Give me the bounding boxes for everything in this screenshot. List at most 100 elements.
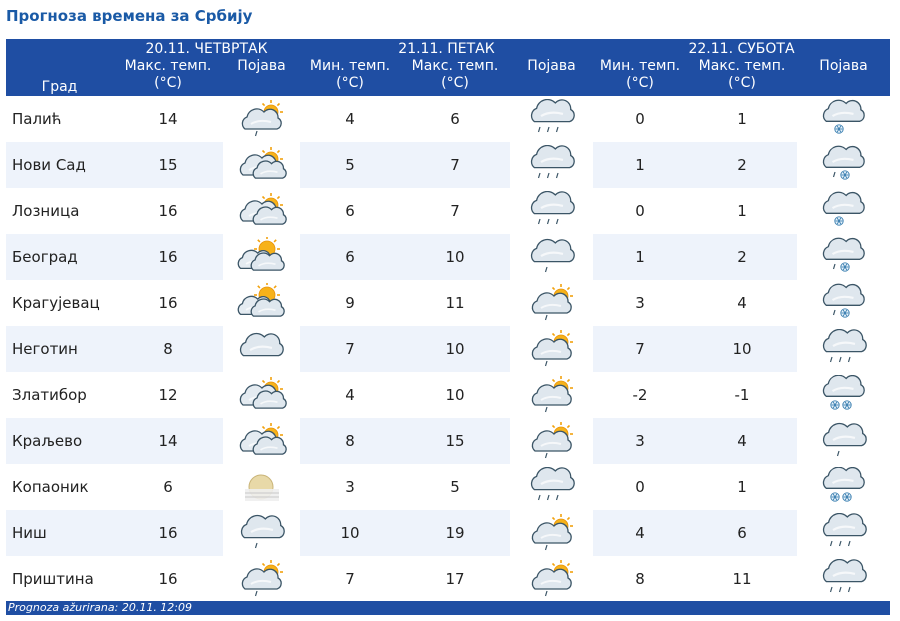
- min-temp-cell: -2: [593, 372, 687, 418]
- min-temp-cell: 4: [300, 96, 400, 142]
- min-temp-cell: 4: [593, 510, 687, 556]
- min-temp-cell: 7: [300, 326, 400, 372]
- fog-sun-icon: [223, 464, 300, 510]
- max-temp-cell: 2: [687, 234, 797, 280]
- min-temp-header: Мин. темп. (°C): [593, 58, 687, 96]
- max-temp-cell: -1: [687, 372, 797, 418]
- partly-cloudy-drizzle-icon: [510, 326, 593, 372]
- max-temp-cell: 17: [400, 556, 510, 602]
- min-temp-cell: 7: [300, 556, 400, 602]
- max-temp-header: Макс. темп. (°C): [687, 58, 797, 96]
- table-row: Краљево 14 8 15 3 4: [6, 418, 891, 464]
- max-temp-cell: 16: [113, 234, 223, 280]
- city-cell: Приштина: [6, 556, 113, 602]
- max-temp-cell: 6: [687, 510, 797, 556]
- max-temp-cell: 16: [113, 510, 223, 556]
- max-temp-cell: 16: [113, 280, 223, 326]
- max-temp-cell: 6: [400, 96, 510, 142]
- phenomenon-header: Појава: [510, 58, 593, 96]
- city-cell: Београд: [6, 234, 113, 280]
- max-temp-cell: 7: [400, 142, 510, 188]
- day-header: 22.11. СУБОТА: [593, 39, 891, 58]
- min-temp-cell: 0: [593, 188, 687, 234]
- rain-icon: [797, 326, 891, 372]
- page-title: Прогноза времена за Србију: [6, 7, 253, 25]
- day-header: 20.11. ЧЕТВРТАК: [113, 39, 300, 58]
- rain-icon: [510, 464, 593, 510]
- max-temp-cell: 5: [400, 464, 510, 510]
- max-temp-cell: 1: [687, 96, 797, 142]
- city-cell: Лозница: [6, 188, 113, 234]
- city-cell: Неготин: [6, 326, 113, 372]
- partly-cloudy-drizzle-icon: [510, 372, 593, 418]
- table-row: Приштина 16 7 17 8 11: [6, 556, 891, 602]
- max-temp-cell: 4: [687, 418, 797, 464]
- max-temp-cell: 16: [113, 188, 223, 234]
- min-temp-header: Мин. темп. (°C): [300, 58, 400, 96]
- phenomenon-header: Појава: [797, 58, 891, 96]
- max-temp-cell: 10: [400, 326, 510, 372]
- min-temp-cell: 3: [593, 418, 687, 464]
- min-temp-cell: 5: [300, 142, 400, 188]
- table-row: Лозница 16 6 7 0 1: [6, 188, 891, 234]
- partly-cloudy-drizzle-icon: [223, 96, 300, 142]
- max-temp-cell: 2: [687, 142, 797, 188]
- min-temp-cell: 1: [593, 142, 687, 188]
- min-temp-cell: 3: [300, 464, 400, 510]
- table-row: Златибор 12 4 10 -2 -1: [6, 372, 891, 418]
- rain-icon: [510, 142, 593, 188]
- partly-cloudy-drizzle-icon: [510, 556, 593, 602]
- max-temp-cell: 10: [400, 234, 510, 280]
- max-temp-cell: 14: [113, 418, 223, 464]
- sleet-icon: [797, 280, 891, 326]
- max-temp-cell: 15: [113, 142, 223, 188]
- drizzle-icon: [510, 234, 593, 280]
- max-temp-cell: 10: [687, 326, 797, 372]
- min-temp-cell: 8: [593, 556, 687, 602]
- min-temp-cell: 10: [300, 510, 400, 556]
- table-row: Београд 16 6 10 1 2: [6, 234, 891, 280]
- min-temp-cell: 9: [300, 280, 400, 326]
- rain-icon: [797, 556, 891, 602]
- snow-icon: [797, 188, 891, 234]
- min-temp-cell: 8: [300, 418, 400, 464]
- table-row: Палић 14 4 6 0 1: [6, 96, 891, 142]
- forecast-table: Град 20.11. ЧЕТВРТАК 21.11. ПЕТАК 22.11.…: [6, 39, 891, 602]
- max-temp-cell: 14: [113, 96, 223, 142]
- table-row: Копаоник 6 3 5 0 1: [6, 464, 891, 510]
- city-cell: Крагујевац: [6, 280, 113, 326]
- max-temp-cell: 4: [687, 280, 797, 326]
- cloudy-icon: [223, 326, 300, 372]
- min-temp-cell: 4: [300, 372, 400, 418]
- phenomenon-header: Појава: [223, 58, 300, 96]
- max-temp-cell: 7: [400, 188, 510, 234]
- table-row: Неготин 8 7 10 7 10: [6, 326, 891, 372]
- min-temp-cell: 0: [593, 96, 687, 142]
- sleet-icon: [797, 234, 891, 280]
- partly-cloudy-drizzle-icon: [510, 510, 593, 556]
- min-temp-cell: 6: [300, 188, 400, 234]
- min-temp-cell: 3: [593, 280, 687, 326]
- max-temp-header: Макс. темп. (°C): [400, 58, 510, 96]
- city-cell: Нови Сад: [6, 142, 113, 188]
- min-temp-cell: 0: [593, 464, 687, 510]
- city-cell: Ниш: [6, 510, 113, 556]
- max-temp-cell: 15: [400, 418, 510, 464]
- min-temp-cell: 7: [593, 326, 687, 372]
- partly-cloudy-icon: [223, 418, 300, 464]
- max-temp-header: Макс. темп. (°C): [113, 58, 223, 96]
- max-temp-cell: 10: [400, 372, 510, 418]
- sun-behind-clouds-icon: [223, 280, 300, 326]
- table-row: Ниш 16 10 19 4 6: [6, 510, 891, 556]
- sleet-icon: [797, 142, 891, 188]
- table-row: Нови Сад 15 5 7 1 2: [6, 142, 891, 188]
- max-temp-cell: 11: [687, 556, 797, 602]
- rain-icon: [510, 96, 593, 142]
- max-temp-cell: 1: [687, 464, 797, 510]
- max-temp-cell: 11: [400, 280, 510, 326]
- partly-cloudy-icon: [223, 188, 300, 234]
- heavy-snow-icon: [797, 464, 891, 510]
- drizzle-icon: [223, 510, 300, 556]
- updated-footer: Prognoza ažurirana: 20.11. 12:09: [6, 601, 890, 615]
- snow-icon: [797, 96, 891, 142]
